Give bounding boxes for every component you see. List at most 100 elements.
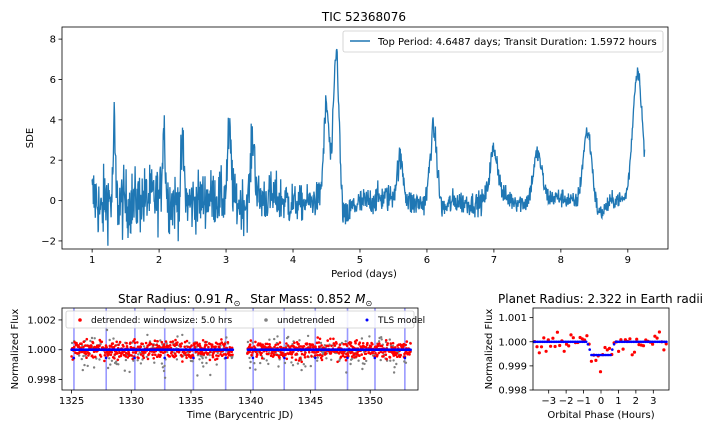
undetrended-point [161, 366, 165, 369]
periodogram-legend-label: Top Period: 4.6487 days; Transit Duratio… [377, 37, 657, 48]
phase-flux-point [589, 359, 594, 363]
detrended-point [375, 346, 378, 349]
undetrended-point [89, 339, 92, 343]
detrended-point [168, 355, 172, 358]
undetrended-point [276, 335, 279, 338]
undetrended-point [395, 362, 398, 366]
x-tick-label: 1 [615, 396, 621, 407]
detrended-point [404, 351, 407, 355]
detrended-point [162, 343, 166, 346]
detrended-point [144, 341, 148, 345]
undetrended-point [351, 357, 354, 360]
lightcurve-legend: detrended: windowsize: 5.0 hrs undetrend… [65, 310, 425, 329]
detrended-point [184, 351, 187, 355]
phasefold-plot-area [533, 308, 669, 390]
x-tick-label: 9 [625, 255, 631, 266]
detrended-point [316, 353, 319, 357]
detrended-point [361, 342, 365, 345]
undetrended-point [404, 361, 408, 364]
undetrended-point [90, 336, 94, 340]
undetrended-point [392, 371, 396, 374]
detrended-point [261, 343, 265, 347]
detrended-point [151, 353, 154, 357]
detrended-point [341, 354, 345, 358]
undetrended-point [319, 341, 323, 345]
legend-tls-label: TLS model [377, 316, 425, 326]
phase-model-point [590, 353, 593, 357]
detrended-point [193, 345, 197, 349]
phase-flux-point [617, 349, 621, 353]
x-tick-label: 2 [156, 255, 162, 266]
detrended-point [186, 345, 190, 349]
detrended-point [355, 339, 359, 342]
phase-model-point [647, 340, 651, 344]
detrended-point [103, 354, 107, 357]
detrended-point [376, 353, 379, 357]
detrended-point [115, 340, 118, 344]
detrended-point [190, 344, 193, 347]
detrended-point [152, 343, 155, 347]
tls-model-point [231, 348, 235, 352]
undetrended-point [249, 360, 252, 364]
phase-model-point [543, 340, 546, 344]
phase-flux-point [607, 346, 612, 350]
phase-flux-point [555, 330, 560, 334]
detrended-point [371, 343, 374, 346]
detrended-point [300, 360, 304, 364]
y-tick-label: 0.999 [498, 361, 527, 372]
detrended-point [208, 358, 212, 362]
detrended-point [205, 343, 208, 347]
phase-model-point [614, 340, 618, 344]
phase-flux-point [619, 338, 623, 342]
detrended-point [90, 344, 93, 348]
detrended-point [349, 341, 353, 345]
undetrended-point [306, 334, 310, 338]
detrended-point [261, 356, 264, 360]
x-tick-label: 1350 [357, 396, 382, 407]
undetrended-point [361, 367, 364, 371]
detrended-point [332, 337, 335, 341]
undetrended-point [108, 357, 111, 360]
undetrended-point [110, 359, 114, 362]
detrended-point [409, 350, 412, 354]
undetrended-point [392, 359, 395, 362]
detrended-point [363, 357, 366, 361]
detrended-point [318, 337, 322, 341]
detrended-point [204, 340, 207, 344]
x-tick-label: 3 [650, 396, 656, 407]
detrended-point [87, 352, 91, 355]
detrended-point [188, 350, 191, 354]
detrended-point [228, 350, 231, 354]
detrended-point [376, 344, 380, 348]
detrended-point [320, 344, 323, 347]
undetrended-point [389, 359, 392, 362]
detrended-point [113, 357, 116, 360]
undetrended-point [309, 364, 312, 368]
detrended-point [290, 356, 294, 359]
detrended-point [313, 351, 316, 354]
y-tick-label: 1.002 [27, 315, 56, 326]
x-tick-label: 1340 [238, 396, 263, 407]
undetrended-point [80, 357, 84, 361]
detrended-point [371, 351, 375, 355]
detrended-point [308, 351, 311, 354]
undetrended-point [166, 350, 169, 354]
detrended-point [273, 345, 276, 349]
detrended-point [385, 357, 388, 361]
star-radius-label: Star Radius: 0.91 [118, 292, 221, 306]
detrended-point [116, 352, 119, 355]
detrended-point [404, 343, 408, 347]
undetrended-point [287, 335, 290, 339]
detrended-point [91, 341, 95, 345]
detrended-point [274, 343, 278, 347]
star-mass-unit-m: M [355, 292, 366, 306]
detrended-point [339, 350, 342, 354]
detrended-point [183, 340, 187, 344]
detrended-point [136, 341, 139, 344]
undetrended-point [124, 358, 128, 362]
detrended-point [306, 355, 310, 358]
detrended-point [294, 358, 298, 362]
detrended-point [329, 337, 332, 341]
undetrended-point [82, 354, 85, 358]
detrended-point [255, 353, 259, 357]
